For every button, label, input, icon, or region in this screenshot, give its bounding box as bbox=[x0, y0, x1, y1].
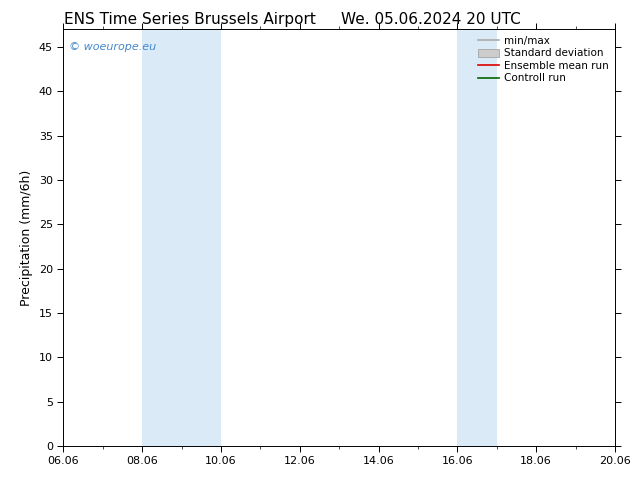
Legend: min/max, Standard deviation, Ensemble mean run, Controll run: min/max, Standard deviation, Ensemble me… bbox=[475, 32, 612, 87]
Y-axis label: Precipitation (mm/6h): Precipitation (mm/6h) bbox=[20, 170, 34, 306]
Bar bbox=[457, 29, 497, 446]
Text: ENS Time Series Brussels Airport: ENS Time Series Brussels Airport bbox=[64, 12, 316, 27]
Text: © woeurope.eu: © woeurope.eu bbox=[69, 42, 156, 52]
Bar bbox=[142, 29, 221, 446]
Text: We. 05.06.2024 20 UTC: We. 05.06.2024 20 UTC bbox=[341, 12, 521, 27]
